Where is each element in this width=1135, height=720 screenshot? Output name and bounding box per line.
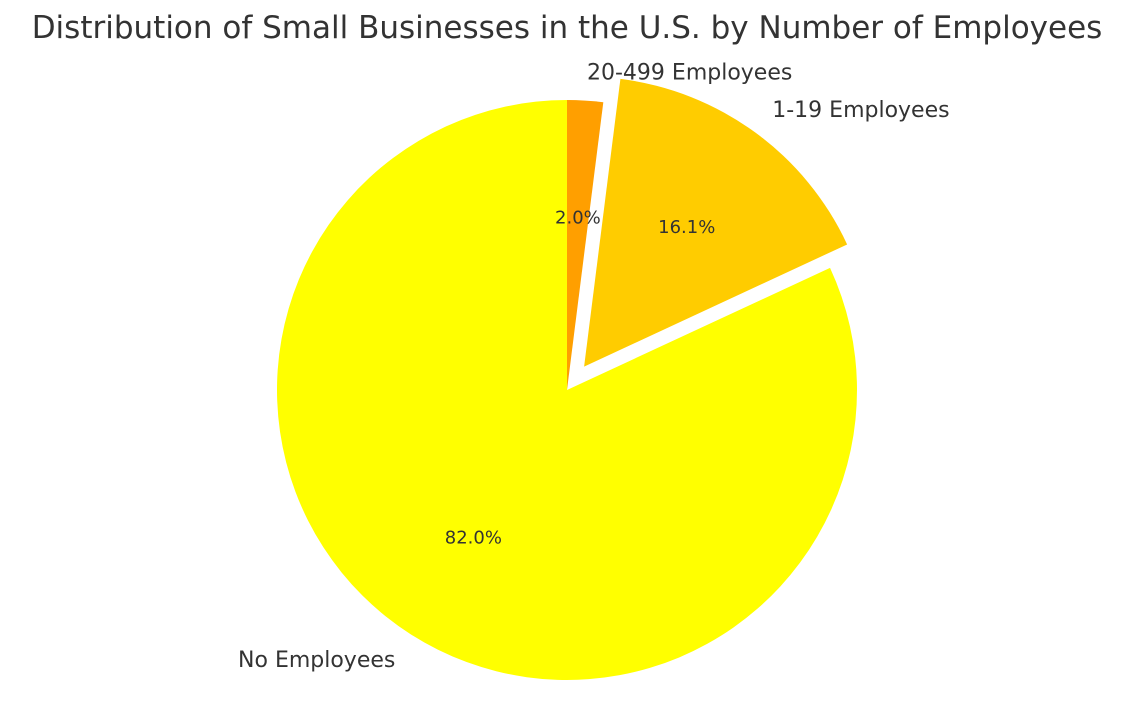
slice-percent-label: 2.0% [555,207,601,228]
slice-label: 20-499 Employees [587,61,792,86]
slice-percent-label: 82.0% [445,528,502,549]
slice-percent-label: 16.1% [658,217,715,238]
pie-labels: 20-499 Employees 2.0% 1-19 Employees 16.1% N… [238,61,950,673]
chart-title: Distribution of Small Businesses in the … [32,10,1103,46]
slice-label: 1-19 Employees [772,98,949,123]
pie-slice-no-employees [277,100,857,680]
pie-slice-20-499-employees [567,100,604,390]
pie-slice-1-19-employees [584,78,848,367]
pie-slices [277,78,857,680]
slice-label: No Employees [238,648,395,673]
